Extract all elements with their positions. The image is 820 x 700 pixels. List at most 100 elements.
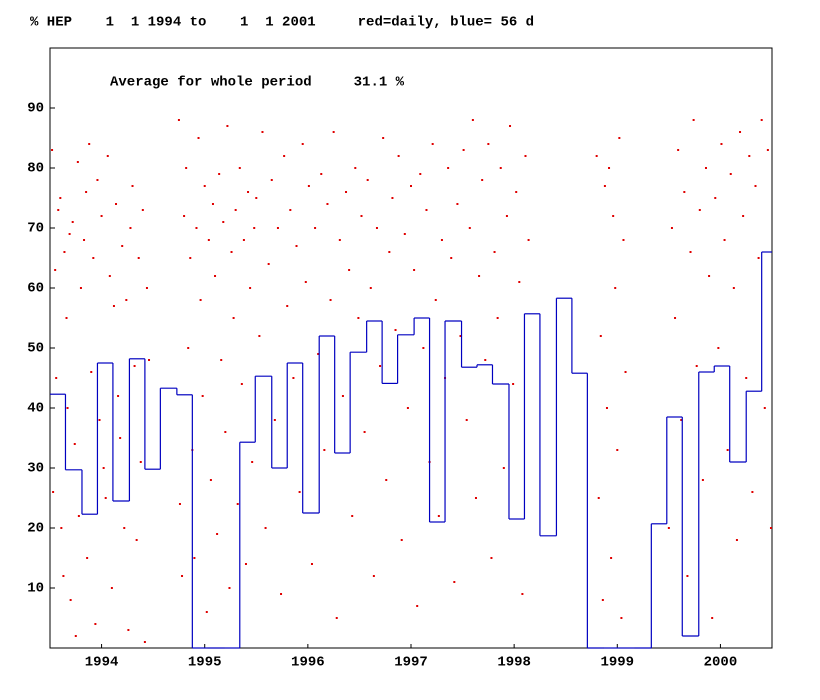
daily-point <box>127 629 130 631</box>
daily-point <box>85 191 88 193</box>
daily-point <box>674 317 677 319</box>
daily-point <box>52 491 55 493</box>
daily-point <box>372 575 375 577</box>
daily-point <box>329 299 332 301</box>
daily-point <box>354 167 357 169</box>
daily-point <box>189 257 192 259</box>
daily-point <box>79 287 82 289</box>
daily-point <box>121 245 124 247</box>
daily-point <box>106 155 109 157</box>
daily-point <box>276 227 279 229</box>
daily-point <box>471 119 474 121</box>
daily-point <box>90 371 93 373</box>
daily-point <box>187 347 190 349</box>
daily-point <box>178 503 181 505</box>
daily-point <box>711 617 714 619</box>
daily-point <box>345 191 348 193</box>
daily-point <box>193 557 196 559</box>
daily-point <box>605 407 608 409</box>
daily-point <box>94 623 97 625</box>
daily-point <box>98 419 101 421</box>
daily-point <box>141 209 144 211</box>
daily-point <box>199 299 202 301</box>
daily-point <box>720 143 723 145</box>
daily-point <box>92 257 95 259</box>
daily-point <box>222 221 225 223</box>
daily-point <box>505 215 508 217</box>
daily-point <box>253 227 256 229</box>
y-tick-label: 70 <box>27 221 44 237</box>
daily-point <box>735 539 738 541</box>
y-tick-label: 10 <box>27 581 44 597</box>
daily-point <box>242 239 245 241</box>
daily-point <box>357 317 360 319</box>
daily-point <box>181 575 184 577</box>
daily-point <box>624 371 627 373</box>
daily-point <box>748 155 751 157</box>
daily-point <box>499 167 502 169</box>
daily-point <box>502 467 505 469</box>
daily-point <box>689 251 692 253</box>
daily-point <box>493 251 496 253</box>
daily-point <box>205 611 208 613</box>
daily-point <box>391 197 394 199</box>
daily-point <box>723 239 726 241</box>
daily-point <box>209 479 212 481</box>
daily-point <box>769 527 772 529</box>
x-tick-label: 1996 <box>291 655 325 671</box>
annotation: Average for whole period 31.1 % <box>110 75 405 91</box>
daily-point <box>385 479 388 481</box>
daily-point <box>139 461 142 463</box>
daily-point <box>74 635 77 637</box>
daily-point <box>450 257 453 259</box>
y-tick-label: 40 <box>27 401 44 417</box>
daily-point <box>410 185 412 187</box>
x-tick-label: 1994 <box>85 655 119 671</box>
daily-point <box>620 617 623 619</box>
daily-point <box>686 575 689 577</box>
daily-point <box>453 581 456 583</box>
daily-point <box>185 167 188 169</box>
daily-point <box>496 317 499 319</box>
daily-point <box>207 239 210 241</box>
daily-point <box>77 515 80 517</box>
daily-point <box>683 191 686 193</box>
daily-point <box>332 131 335 133</box>
daily-point <box>419 173 422 175</box>
daily-point <box>307 185 310 187</box>
daily-point <box>230 251 233 253</box>
daily-point <box>335 617 338 619</box>
daily-point <box>616 449 619 451</box>
daily-point <box>509 125 512 127</box>
daily-point <box>314 227 317 229</box>
daily-point <box>714 197 717 199</box>
daily-point <box>618 137 621 139</box>
daily-point <box>379 365 382 367</box>
daily-point <box>369 287 372 289</box>
daily-point <box>261 131 264 133</box>
daily-point <box>704 167 707 169</box>
daily-point <box>76 161 79 163</box>
daily-point <box>295 245 298 247</box>
daily-point <box>292 377 295 379</box>
daily-point <box>518 281 521 283</box>
daily-point <box>110 587 113 589</box>
daily-point <box>413 269 416 271</box>
daily-point <box>456 203 459 205</box>
daily-point <box>143 641 146 643</box>
daily-point <box>363 431 366 433</box>
daily-point <box>236 503 239 505</box>
daily-point <box>403 233 406 235</box>
daily-point <box>68 233 71 235</box>
daily-point <box>251 461 254 463</box>
daily-point <box>133 365 136 367</box>
daily-point <box>760 119 763 121</box>
daily-point <box>732 287 735 289</box>
daily-point <box>224 431 227 433</box>
daily-point <box>763 407 766 409</box>
daily-point <box>434 299 437 301</box>
daily-point <box>135 539 138 541</box>
daily-point <box>60 527 63 529</box>
daily-point <box>375 227 378 229</box>
daily-point <box>701 479 704 481</box>
